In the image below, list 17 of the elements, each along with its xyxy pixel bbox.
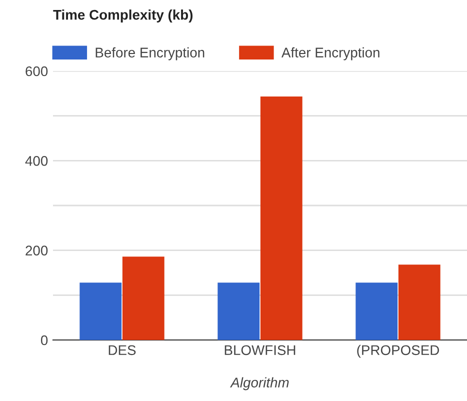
x-tick-label: (PROPOSED (357, 344, 440, 358)
y-tick-label: 200 (26, 246, 48, 256)
chart-title: Time Complexity (kb) (53, 10, 193, 22)
bar (80, 282, 122, 340)
bar (260, 96, 302, 340)
x-axis-title: Algorithm (230, 377, 289, 390)
y-tick-label: 600 (26, 66, 48, 76)
bar (398, 264, 440, 340)
x-tick-label: DES (108, 345, 136, 356)
y-tick-label: 400 (25, 156, 48, 166)
bar (356, 282, 398, 340)
bar (122, 256, 164, 340)
x-tick-label: BLOWFISH (224, 345, 296, 356)
bar (218, 282, 260, 340)
legend-label: Before Encryption (96, 47, 204, 60)
y-tick-label: 0 (40, 335, 48, 346)
legend-label: After Encryption (281, 47, 380, 60)
